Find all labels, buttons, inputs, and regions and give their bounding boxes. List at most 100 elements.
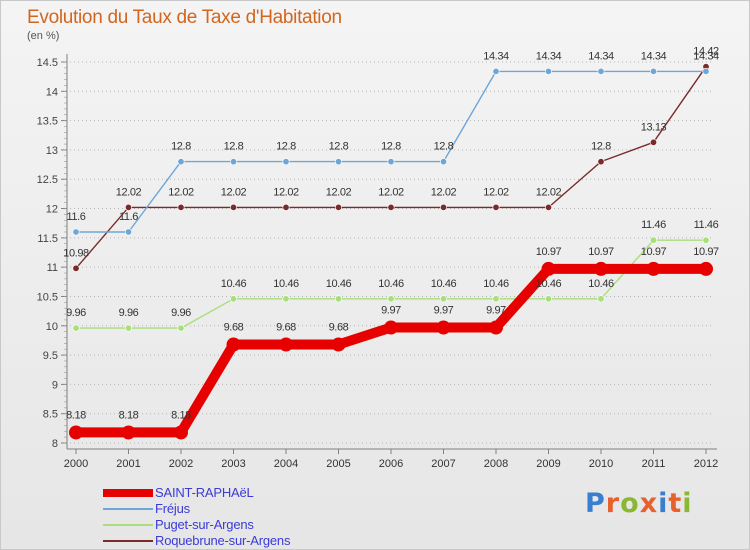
proxiti-logo: Proxiti	[585, 488, 693, 519]
data-point	[334, 203, 342, 211]
data-label: 8.18	[66, 409, 86, 421]
legend-label: Puget-sur-Argens	[155, 517, 254, 532]
data-label: 10.97	[588, 246, 614, 258]
y-tick-label: 11.5	[37, 233, 58, 245]
data-point	[649, 138, 657, 146]
data-point	[121, 425, 136, 440]
data-label: 10.46	[588, 278, 614, 290]
chart-title: Evolution du Taux de Taxe d'Habitation	[27, 7, 342, 28]
data-point	[177, 324, 185, 332]
data-point	[439, 295, 447, 303]
logo-letter: i	[658, 488, 669, 519]
data-point	[279, 337, 293, 352]
data-label: 10.97	[536, 246, 562, 258]
data-point	[436, 320, 451, 335]
x-tick-label: 2001	[116, 458, 140, 470]
data-label: 12.8	[381, 141, 401, 153]
x-tick-label: 2006	[379, 458, 403, 470]
data-label: 12.02	[168, 186, 194, 198]
data-label: 9.68	[276, 322, 296, 334]
y-unit-label: (en %)	[27, 30, 60, 42]
data-point	[699, 261, 713, 276]
data-point	[597, 295, 605, 303]
series-layer	[69, 63, 713, 440]
y-tick-label: 12	[46, 204, 58, 216]
data-label: 11.46	[641, 219, 666, 231]
data-label: 14.34	[588, 50, 614, 62]
data-point	[649, 67, 657, 75]
data-label: 10.46	[378, 278, 404, 290]
data-point	[72, 264, 80, 272]
y-tick-label: 9	[52, 379, 58, 391]
data-point	[282, 295, 290, 303]
data-label: 12.02	[221, 186, 247, 198]
logo-letter: i	[682, 488, 693, 519]
data-point	[702, 236, 710, 244]
legend-label: Roquebrune-sur-Argens	[155, 533, 291, 548]
x-tick-label: 2011	[642, 458, 666, 470]
data-label: 9.97	[486, 305, 506, 317]
series-line	[71, 263, 711, 438]
x-tick-label: 2008	[484, 458, 508, 470]
data-label: 12.02	[116, 186, 142, 198]
data-point	[492, 67, 500, 75]
data-label: 8.18	[119, 409, 139, 421]
data-label: 9.97	[434, 305, 454, 317]
legend-swatch	[103, 524, 153, 526]
data-label: 9.68	[329, 322, 349, 334]
data-label: 12.8	[329, 141, 349, 153]
x-tick-label: 2003	[221, 458, 245, 470]
data-label: 12.8	[171, 141, 191, 153]
data-point	[702, 67, 710, 75]
data-point	[387, 295, 395, 303]
legend-swatch	[103, 540, 153, 542]
data-point	[72, 228, 80, 236]
data-label: 10.97	[693, 246, 719, 258]
data-point	[387, 158, 395, 166]
data-label: 11.6	[67, 211, 86, 223]
y-tick-label: 13	[46, 145, 58, 157]
data-label: 10.46	[221, 278, 247, 290]
data-label: 10.98	[63, 247, 89, 259]
y-tick-label: 14	[46, 86, 58, 98]
data-point	[541, 261, 556, 276]
data-point	[177, 203, 185, 211]
legend-label: SAINT-RAPHAëL	[155, 485, 254, 500]
data-point	[230, 203, 238, 211]
series-Puget-sur-Argens	[72, 236, 710, 332]
data-point	[125, 228, 133, 236]
data-label: 14.34	[536, 50, 562, 62]
y-tick-label: 8	[52, 438, 58, 450]
y-tick-label: 10.5	[37, 291, 58, 303]
data-label: 12.02	[483, 186, 509, 198]
data-point	[334, 158, 342, 166]
x-tick-label: 2002	[169, 458, 193, 470]
logo-letter: P	[585, 488, 606, 519]
data-label: 10.46	[483, 278, 509, 290]
data-label: 9.96	[119, 307, 139, 319]
logo-letter: t	[668, 488, 683, 519]
data-point	[646, 261, 661, 276]
data-label: 12.8	[224, 141, 244, 153]
data-point	[597, 67, 605, 75]
data-label: 12.02	[431, 186, 457, 198]
x-tick-label: 2000	[64, 458, 88, 470]
x-tick-label: 2005	[326, 458, 350, 470]
data-label: 12.02	[378, 186, 404, 198]
data-label: 14.34	[693, 50, 719, 62]
data-point	[594, 261, 608, 276]
data-point	[492, 203, 500, 211]
series-Roquebrune-sur-Argens	[72, 63, 710, 272]
series-Fréjus	[72, 67, 710, 236]
y-tick-label: 10	[46, 321, 58, 333]
data-point	[334, 295, 342, 303]
data-label: 8.18	[171, 409, 191, 421]
data-label: 9.97	[381, 305, 401, 317]
data-label: 12.8	[591, 141, 611, 153]
data-point	[544, 295, 552, 303]
data-point	[544, 67, 552, 75]
logo-letter: o	[620, 488, 640, 519]
data-label: 10.46	[326, 278, 352, 290]
y-tick-label: 8.5	[43, 409, 58, 421]
